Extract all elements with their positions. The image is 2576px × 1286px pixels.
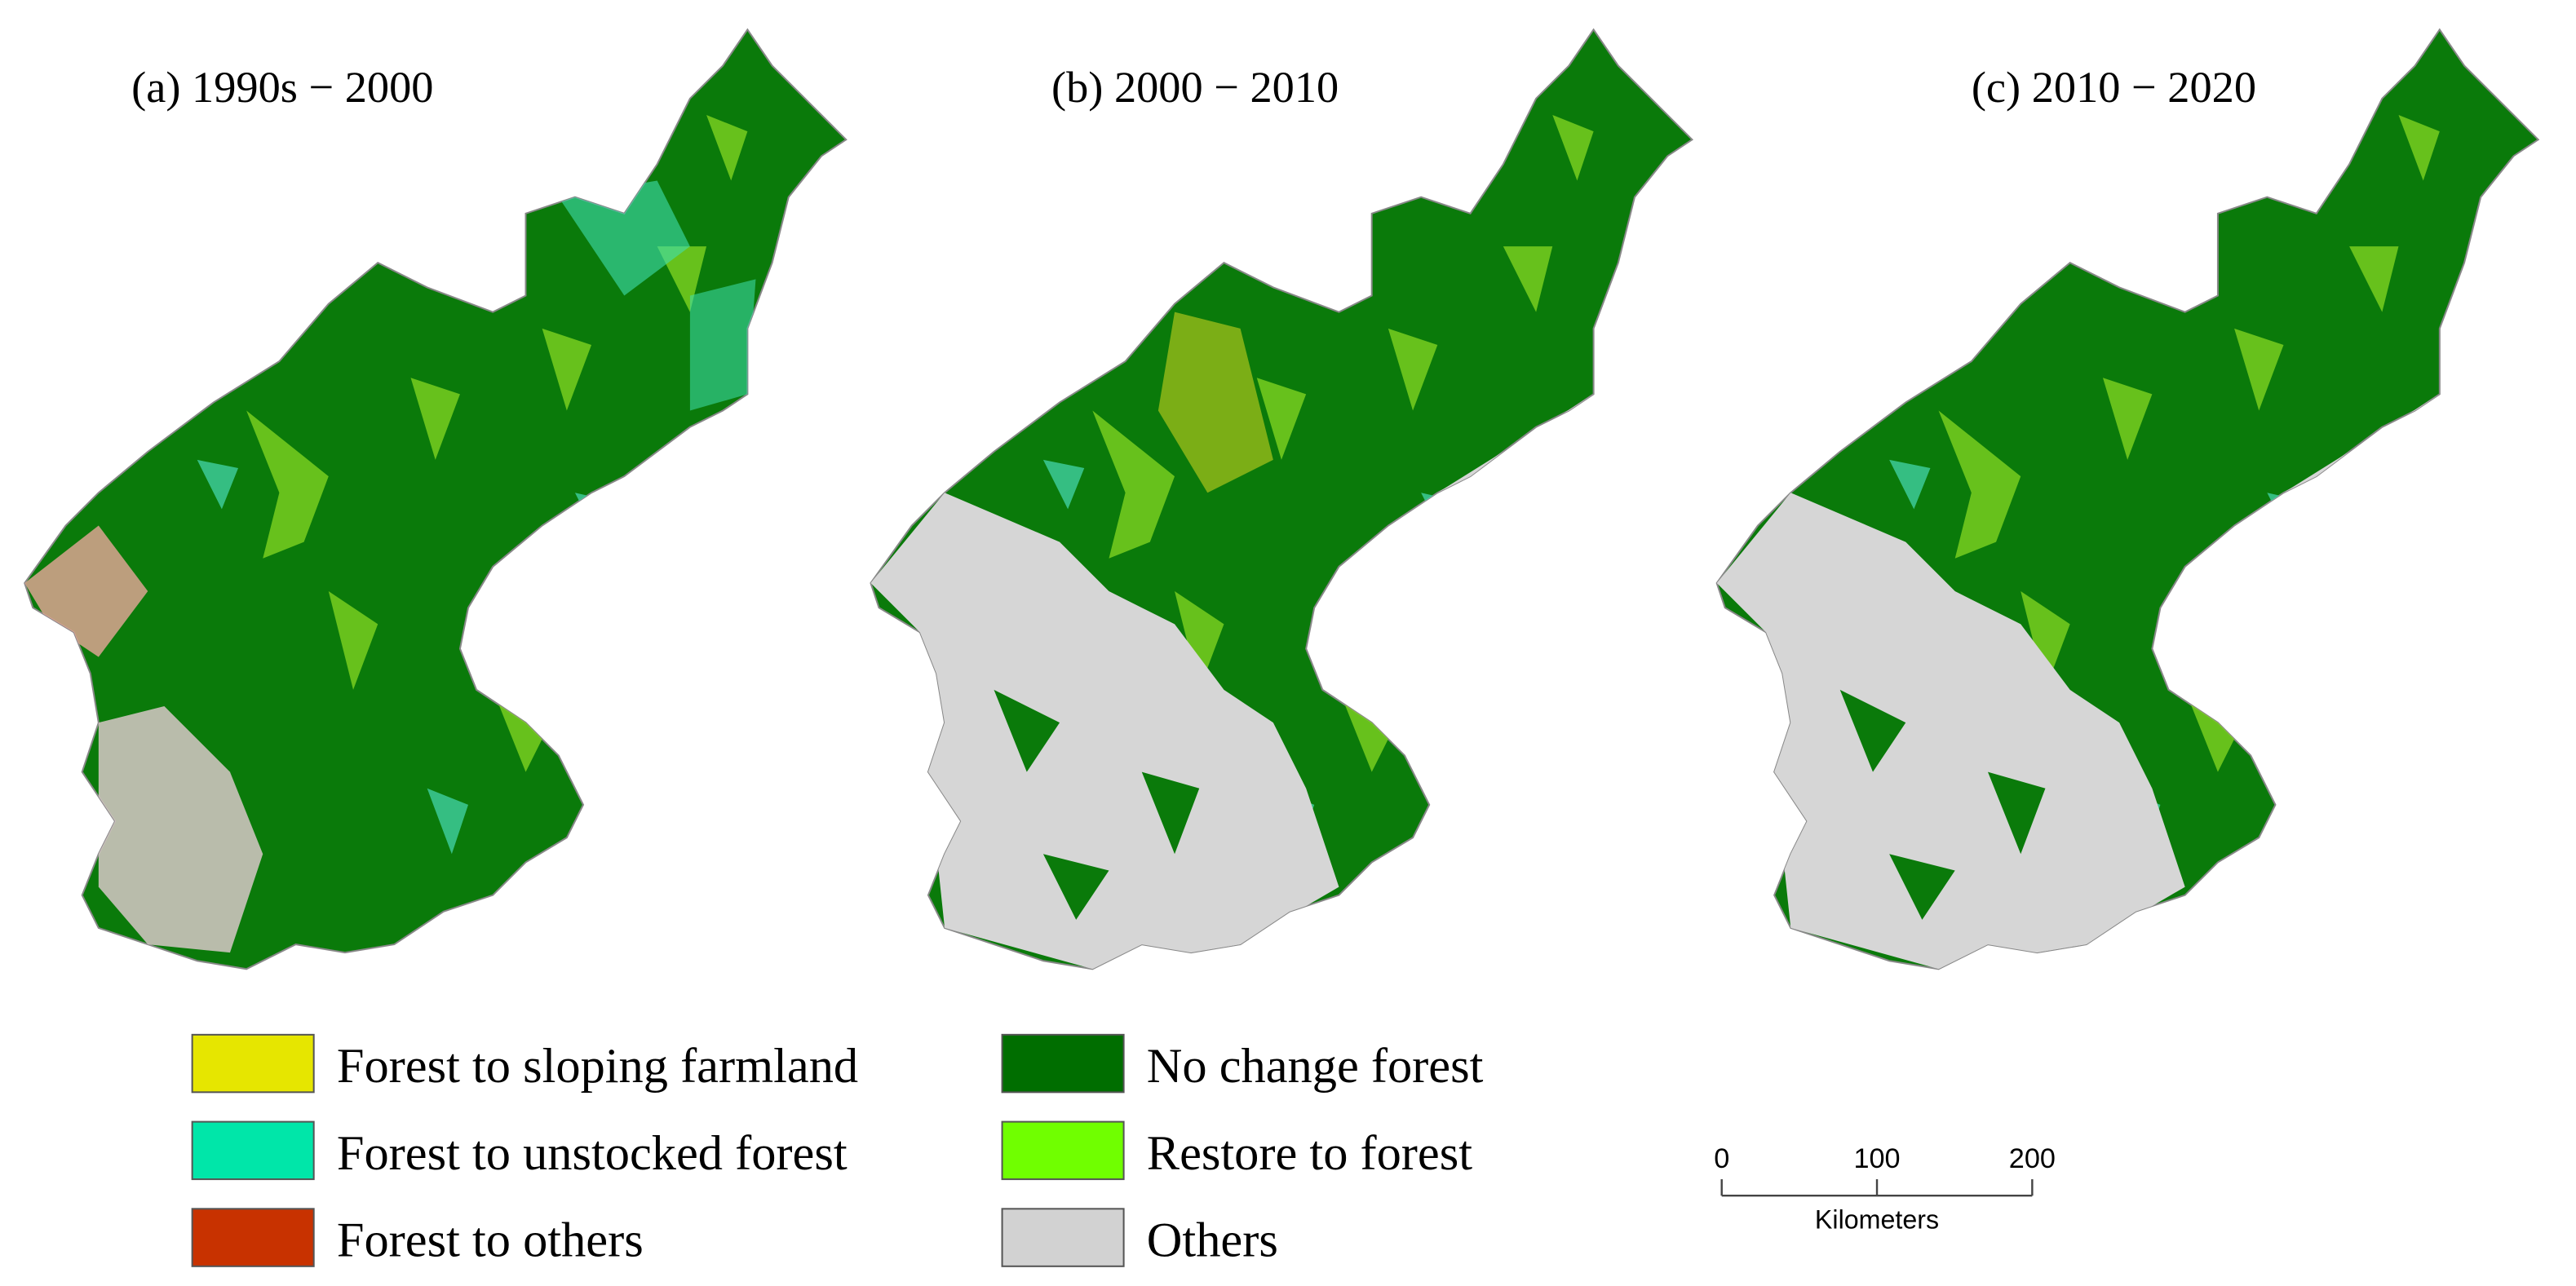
legend-swatch (191, 1033, 315, 1094)
scale-tick-label: 0 (1714, 1143, 1729, 1174)
legend-swatch (1001, 1208, 1125, 1267)
map-panel-a: (a) 1990s − 2000 (24, 29, 846, 969)
scale-unit: Kilometers (1815, 1205, 1939, 1235)
map-panel-b: (b) 2000 − 2010 (870, 29, 1716, 969)
legend-label: Forest to sloping farmland (337, 1039, 858, 1094)
map-panel-c: (c) 2010 − 2020 (1717, 29, 2563, 969)
scale-tick-label: 100 (1853, 1143, 1900, 1174)
legend-label: Forest to others (337, 1213, 644, 1268)
legend-label: Restore to forest (1147, 1126, 1472, 1181)
panel-title: (c) 2010 − 2020 (1972, 63, 2256, 112)
legend-swatch (1001, 1120, 1125, 1181)
scale-bar: 0 100 200 Kilometers (1714, 1143, 2056, 1235)
legend-label: Forest to unstocked forest (337, 1126, 848, 1181)
legend-swatch (1001, 1033, 1125, 1094)
legend-label: Others (1147, 1213, 1278, 1268)
panel-title: (a) 1990s − 2000 (131, 63, 433, 112)
legend: Forest to sloping farmland Forest to unst… (191, 1033, 1484, 1268)
scale-tick-label: 200 (2009, 1143, 2056, 1174)
legend-swatch (191, 1208, 315, 1267)
panel-title: (b) 2000 − 2010 (1051, 63, 1339, 112)
legend-label: No change forest (1147, 1039, 1484, 1094)
legend-swatch (191, 1120, 315, 1181)
